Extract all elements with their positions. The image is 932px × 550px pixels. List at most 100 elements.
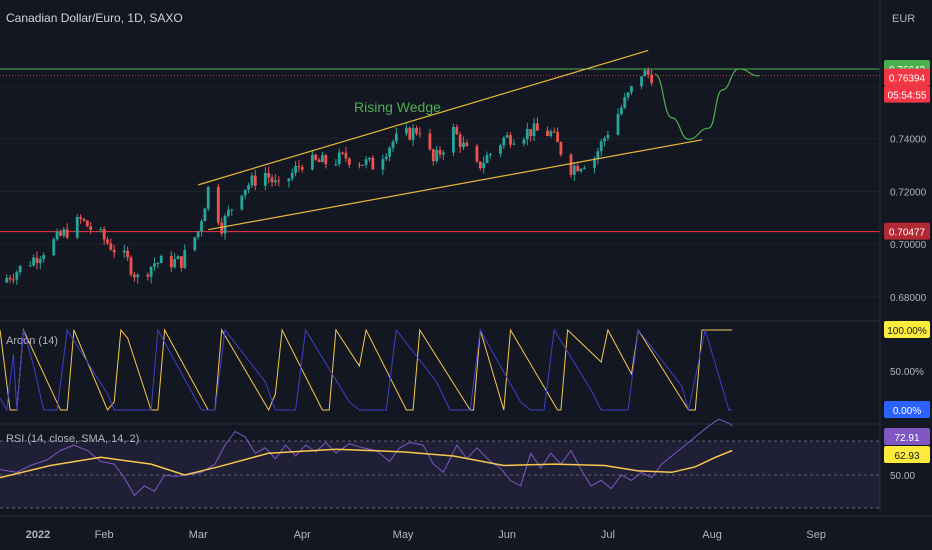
projection-path[interactable] <box>654 68 760 140</box>
candle-body <box>394 133 398 142</box>
candle-body <box>38 259 42 263</box>
price-badge-bg <box>884 428 930 445</box>
candle-body <box>626 92 630 98</box>
candle-body <box>337 152 341 165</box>
time-label: Apr <box>294 529 311 541</box>
rsi-band <box>0 441 880 508</box>
candle-body <box>132 274 136 278</box>
time-label: Feb <box>95 529 114 541</box>
candle-body <box>253 175 257 186</box>
rsi-badges: 72.91 62.93 <box>884 428 930 463</box>
time-label: Aug <box>702 529 722 541</box>
candle-body <box>405 127 408 134</box>
candle-body <box>35 257 39 263</box>
rsi-tick-50: 50.00 <box>890 471 915 482</box>
candle-body <box>200 221 203 232</box>
time-label: Jun <box>498 529 516 541</box>
price-badge-bg <box>884 222 930 240</box>
price-badge-bg <box>884 321 930 338</box>
candle-body <box>458 134 462 148</box>
candle-body <box>216 186 220 223</box>
candle-body <box>462 142 465 148</box>
candle-body <box>270 177 274 183</box>
aroon-down-line <box>0 328 733 412</box>
candle-body <box>583 167 586 169</box>
rsi-sma-line <box>0 448 733 479</box>
candle-body <box>640 76 643 87</box>
aroon-legend[interactable]: Aroon (14) <box>6 335 58 347</box>
candle-body <box>384 156 388 160</box>
candle-body <box>267 173 271 178</box>
candle-body <box>361 164 365 166</box>
candle-body <box>122 250 126 253</box>
candle-body <box>364 159 368 165</box>
candle-body <box>452 126 455 153</box>
candle-body <box>646 70 650 75</box>
candle-body <box>18 265 22 273</box>
candle-body <box>126 250 130 258</box>
candle-body <box>388 147 392 157</box>
candle-body <box>321 155 324 163</box>
candle-body <box>62 229 66 236</box>
candle-body <box>552 131 556 133</box>
candle-body <box>596 151 600 159</box>
candle-body <box>435 149 439 162</box>
candle-body <box>341 152 344 154</box>
candle-body <box>196 231 200 238</box>
candle-body <box>156 262 160 264</box>
candle-body <box>549 131 553 137</box>
candle-body <box>334 164 338 166</box>
candle-body <box>381 159 385 170</box>
price-tick: 0.70000 <box>890 240 927 251</box>
candle-body <box>357 164 361 166</box>
candle-body <box>129 257 133 275</box>
candle-body <box>428 133 432 150</box>
candle-body <box>485 155 489 163</box>
symbol-title[interactable]: Canadian Dollar/Euro, 1D, SAXO <box>6 11 183 25</box>
candle-body <box>89 226 93 230</box>
candle-body <box>112 249 116 253</box>
candle-body <box>529 129 533 137</box>
candle-body <box>371 157 375 170</box>
rising-wedge-lines[interactable] <box>197 49 703 231</box>
candle-body <box>55 231 59 240</box>
candle-body <box>300 167 304 170</box>
wedge-upper-line <box>197 49 649 186</box>
price-badge-bg <box>884 401 930 418</box>
candle-body <box>556 132 559 143</box>
candle-body <box>499 145 502 154</box>
time-axis[interactable]: 2022 Feb Mar Apr May Jun Jul Aug Sep <box>26 529 826 541</box>
candle-body <box>193 237 197 251</box>
candle-body <box>159 256 163 263</box>
price-tick: 0.68000 <box>890 293 927 304</box>
candle-body <box>52 239 56 256</box>
candle-body <box>82 218 86 221</box>
time-label: Jul <box>601 529 615 541</box>
candle-body <box>85 220 89 227</box>
candle-body <box>603 137 606 142</box>
candle-body <box>250 175 254 186</box>
candle-body <box>502 137 506 146</box>
candle-body <box>525 129 529 140</box>
candle-body <box>512 143 516 145</box>
candle-body <box>136 274 140 278</box>
candle-body <box>5 277 9 283</box>
candle-body <box>619 107 623 115</box>
horizontal-levels[interactable] <box>0 68 880 233</box>
candle-body <box>28 265 32 267</box>
candle-body <box>149 266 153 277</box>
candle-body <box>536 123 539 131</box>
candle-body <box>630 86 633 93</box>
candle-body <box>263 173 267 186</box>
candle-body <box>408 127 412 140</box>
candle-body <box>522 139 526 144</box>
candle-body <box>206 186 210 209</box>
candle-body <box>183 250 187 268</box>
time-label: May <box>393 529 414 541</box>
candle-body <box>606 134 610 138</box>
rsi-legend[interactable]: RSI (14, close, SMA, 14, 2) <box>6 433 139 445</box>
candle-body <box>32 257 35 266</box>
candle-body <box>559 142 563 155</box>
